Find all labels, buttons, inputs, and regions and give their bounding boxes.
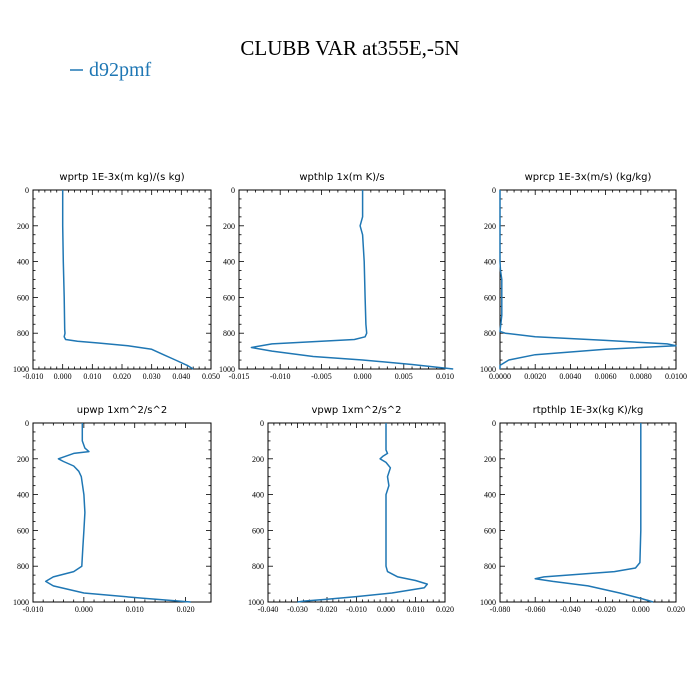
x-tick-label: -0.060 — [525, 605, 546, 614]
x-tick-label: -0.015 — [229, 372, 250, 381]
x-tick-label: 0.040 — [172, 372, 190, 381]
x-tick-label: -0.040 — [560, 605, 581, 614]
series-line-d92pmf — [61, 190, 194, 370]
y-tick-label: 400 — [484, 258, 496, 267]
y-tick-label: 600 — [17, 526, 29, 535]
x-tick-label: -0.010 — [346, 605, 367, 614]
x-tick-label: 0.000 — [354, 372, 372, 381]
y-tick-label: 1000 — [248, 598, 264, 607]
y-tick-label: 1000 — [13, 365, 29, 374]
subplot-title: wprcp 1E-3x(m/s) (kg/kg) — [525, 172, 652, 183]
subplot-5: vpwp 1xm^2/s^2 -0.040 -0.030 -0.020 -0.010 0.… — [248, 405, 454, 614]
subplot-title: rtpthlp 1E-3x(kg K)/kg — [533, 405, 644, 416]
y-tick-label: 200 — [484, 222, 496, 231]
x-tick-label: -0.030 — [287, 605, 308, 614]
y-tick-label: 0 — [231, 186, 235, 195]
x-tick-label: 0.020 — [177, 605, 195, 614]
legend: d92pmf — [70, 59, 152, 81]
plot-frame — [238, 189, 446, 370]
x-tick-label: 0.0080 — [630, 372, 652, 381]
y-tick-label: 400 — [223, 258, 235, 267]
y-tick-label: 600 — [484, 293, 496, 302]
plot-frame — [267, 422, 446, 603]
y-tick-label: 0 — [25, 419, 29, 428]
plot-frame — [32, 189, 212, 370]
x-tick-label: -0.010 — [270, 372, 291, 381]
x-tick-label: 0.005 — [395, 372, 413, 381]
x-tick-label: 0.010 — [83, 372, 101, 381]
y-tick-label: 600 — [252, 526, 264, 535]
y-tick-label: 1000 — [13, 598, 29, 607]
subplot-2: wpthlp 1x(m K)/s -0.015 -0.010 -0.005 0.000 0… — [219, 172, 454, 381]
x-tick-label: -0.020 — [595, 605, 616, 614]
x-tick-label: 0.0020 — [524, 372, 546, 381]
y-tick-label: 400 — [252, 491, 264, 500]
subplot-title: wprtp 1E-3x(m kg)/(s kg) — [59, 172, 184, 183]
x-tick-label: -0.010 — [23, 372, 44, 381]
subplot-1: wprtp 1E-3x(m kg)/(s kg) -0.010 0.000 0.010… — [13, 172, 220, 381]
x-tick-label: 0.020 — [667, 605, 685, 614]
series-line-d92pmf — [297, 423, 429, 603]
subplot-6: rtpthlp 1E-3x(kg K)/kg -0.080 -0.060 -0.040… — [480, 405, 685, 614]
x-tick-label: 0.0060 — [595, 372, 617, 381]
x-tick-label: 0.000 — [75, 605, 93, 614]
y-tick-label: 800 — [484, 562, 496, 571]
legend-label: d92pmf — [89, 59, 152, 81]
x-tick-label: 0.0100 — [665, 372, 687, 381]
x-tick-label: -0.005 — [311, 372, 332, 381]
x-tick-label: 0.020 — [436, 605, 454, 614]
x-tick-label: -0.040 — [258, 605, 279, 614]
y-tick-label: 800 — [17, 562, 29, 571]
y-tick-label: 0 — [492, 186, 496, 195]
y-tick-label: 0 — [260, 419, 264, 428]
series-line-d92pmf — [534, 423, 654, 603]
subplot-3: wprcp 1E-3x(m/s) (kg/kg) 0.0000 0.0020 0.00… — [480, 172, 687, 381]
x-tick-label: 0.000 — [377, 605, 395, 614]
x-tick-label: -0.010 — [23, 605, 44, 614]
x-tick-label: -0.020 — [317, 605, 338, 614]
y-tick-label: 400 — [484, 491, 496, 500]
y-tick-label: 800 — [252, 562, 264, 571]
x-tick-label: 0.010 — [436, 372, 454, 381]
y-tick-label: 200 — [252, 455, 264, 464]
y-tick-label: 0 — [25, 186, 29, 195]
y-tick-label: 600 — [223, 293, 235, 302]
y-tick-label: 200 — [17, 222, 29, 231]
y-tick-label: 1000 — [480, 365, 496, 374]
y-tick-label: 200 — [223, 222, 235, 231]
y-tick-label: 400 — [17, 258, 29, 267]
y-tick-label: 800 — [17, 329, 29, 338]
x-tick-label: 0.010 — [126, 605, 144, 614]
subplot-title: wpthlp 1x(m K)/s — [299, 172, 384, 183]
y-tick-label: 800 — [223, 329, 235, 338]
y-tick-label: 800 — [484, 329, 496, 338]
figure-title: CLUBB VAR at355E,-5N — [240, 36, 459, 60]
subplot-grid: wprtp 1E-3x(m kg)/(s kg) -0.010 0.000 0.010… — [13, 172, 687, 614]
x-tick-label: 0.030 — [143, 372, 161, 381]
x-tick-label: -0.080 — [490, 605, 511, 614]
series-line-d92pmf — [44, 423, 191, 603]
y-tick-label: 200 — [17, 455, 29, 464]
subplot-title: vpwp 1xm^2/s^2 — [311, 405, 401, 416]
y-tick-label: 1000 — [219, 365, 235, 374]
x-tick-label: 0.050 — [202, 372, 220, 381]
series-line-d92pmf — [250, 190, 454, 370]
y-tick-label: 1000 — [480, 598, 496, 607]
subplot-title: upwp 1xm^2/s^2 — [77, 405, 167, 416]
y-tick-label: 0 — [492, 419, 496, 428]
x-tick-label: 0.010 — [407, 605, 425, 614]
x-tick-label: 0.0040 — [559, 372, 581, 381]
y-tick-label: 600 — [17, 293, 29, 302]
plot-frame — [499, 422, 677, 603]
y-tick-label: 200 — [484, 455, 496, 464]
y-tick-label: 600 — [484, 526, 496, 535]
x-tick-label: 0.020 — [113, 372, 131, 381]
series-line-d92pmf — [499, 190, 677, 369]
x-tick-label: 0.0000 — [489, 372, 511, 381]
x-tick-label: 0.000 — [632, 605, 650, 614]
y-tick-label: 400 — [17, 491, 29, 500]
subplot-4: upwp 1xm^2/s^2 -0.010 0.000 0.010 0.020 0 200 4… — [13, 405, 212, 614]
x-tick-label: 0.000 — [54, 372, 72, 381]
